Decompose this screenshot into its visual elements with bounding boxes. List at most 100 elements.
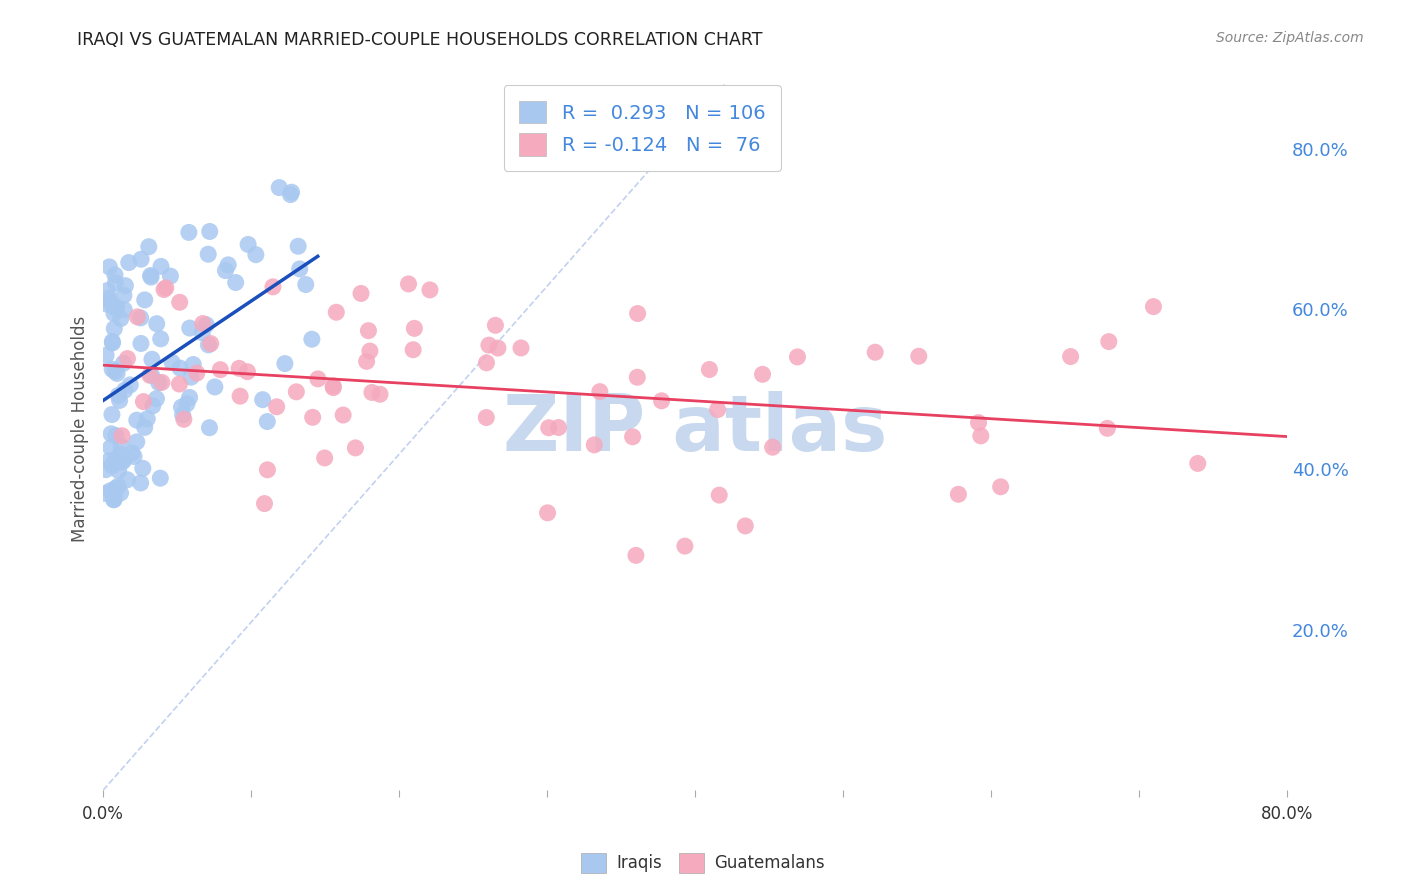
Point (191, 317, 214, 331)
Point (1097, 421, 1119, 435)
Point (967, 416, 990, 430)
Point (112, 288, 135, 302)
Point (112, 356, 135, 370)
Point (359, 344, 381, 359)
Point (104, 454, 127, 468)
Point (114, 278, 136, 293)
Point (125, 434, 148, 449)
Point (104, 268, 127, 282)
Text: Source: ZipAtlas.com: Source: ZipAtlas.com (1216, 31, 1364, 45)
Point (169, 377, 191, 392)
Point (332, 408, 354, 422)
Text: ZIP atlas: ZIP atlas (503, 392, 887, 467)
Point (475, 356, 498, 370)
Point (98, 454, 121, 468)
Legend: R =  0.293   N = 106, R = -0.124   N =  76: R = 0.293 N = 106, R = -0.124 N = 76 (503, 86, 782, 171)
Point (301, 410, 323, 425)
Point (181, 358, 204, 372)
Point (129, 336, 152, 351)
Point (322, 379, 344, 393)
Point (96, 297, 118, 311)
Point (627, 306, 650, 320)
Point (100, 426, 122, 441)
Point (138, 240, 160, 254)
Point (280, 186, 302, 200)
Point (97, 291, 120, 305)
Point (169, 295, 191, 310)
Point (229, 389, 252, 403)
Point (145, 392, 167, 406)
Point (209, 362, 232, 376)
Point (105, 300, 128, 314)
Point (105, 367, 128, 381)
Point (110, 311, 132, 326)
Point (100, 441, 122, 455)
Point (169, 361, 191, 376)
Point (94, 348, 117, 362)
Point (142, 399, 165, 413)
Point (132, 461, 155, 475)
Point (624, 549, 647, 563)
Point (134, 420, 156, 434)
Y-axis label: Married-couple Households: Married-couple Households (72, 317, 89, 542)
Point (141, 352, 163, 367)
Point (129, 475, 152, 490)
Point (475, 410, 498, 425)
Point (150, 260, 173, 274)
Point (179, 391, 201, 405)
Point (228, 361, 250, 376)
Point (294, 277, 316, 292)
Point (134, 293, 156, 307)
Point (122, 450, 145, 464)
Point (907, 349, 929, 363)
Point (136, 412, 159, 426)
Point (990, 480, 1012, 494)
Point (198, 225, 221, 239)
Point (110, 486, 132, 500)
Point (948, 487, 970, 501)
Point (356, 354, 378, 368)
Point (1059, 350, 1081, 364)
Point (172, 408, 194, 422)
Point (288, 261, 311, 276)
Point (368, 387, 391, 401)
Point (108, 447, 131, 461)
Point (361, 385, 384, 400)
Point (398, 277, 420, 291)
Point (547, 420, 569, 434)
Point (236, 237, 259, 252)
Point (197, 247, 219, 261)
Point (103, 321, 125, 335)
Point (197, 338, 219, 352)
Point (198, 420, 221, 434)
Point (103, 300, 125, 314)
Point (285, 384, 308, 399)
Point (256, 415, 278, 429)
Point (101, 408, 124, 422)
Point (96, 284, 118, 298)
Point (101, 334, 124, 349)
Point (252, 392, 274, 407)
Point (108, 393, 131, 408)
Point (107, 464, 129, 478)
Point (139, 268, 162, 283)
Point (699, 362, 721, 376)
Point (179, 321, 201, 335)
Point (114, 383, 136, 397)
Point (118, 255, 141, 269)
Point (139, 368, 162, 383)
Point (170, 400, 193, 414)
Point (325, 305, 347, 319)
Point (117, 351, 139, 366)
Point (200, 336, 222, 351)
Point (101, 458, 124, 473)
Point (626, 370, 648, 384)
Point (706, 402, 728, 417)
Point (195, 318, 218, 332)
Point (344, 441, 367, 455)
Point (112, 302, 135, 317)
Point (160, 355, 183, 369)
Point (734, 519, 756, 533)
Point (173, 412, 195, 426)
Point (1098, 334, 1121, 349)
